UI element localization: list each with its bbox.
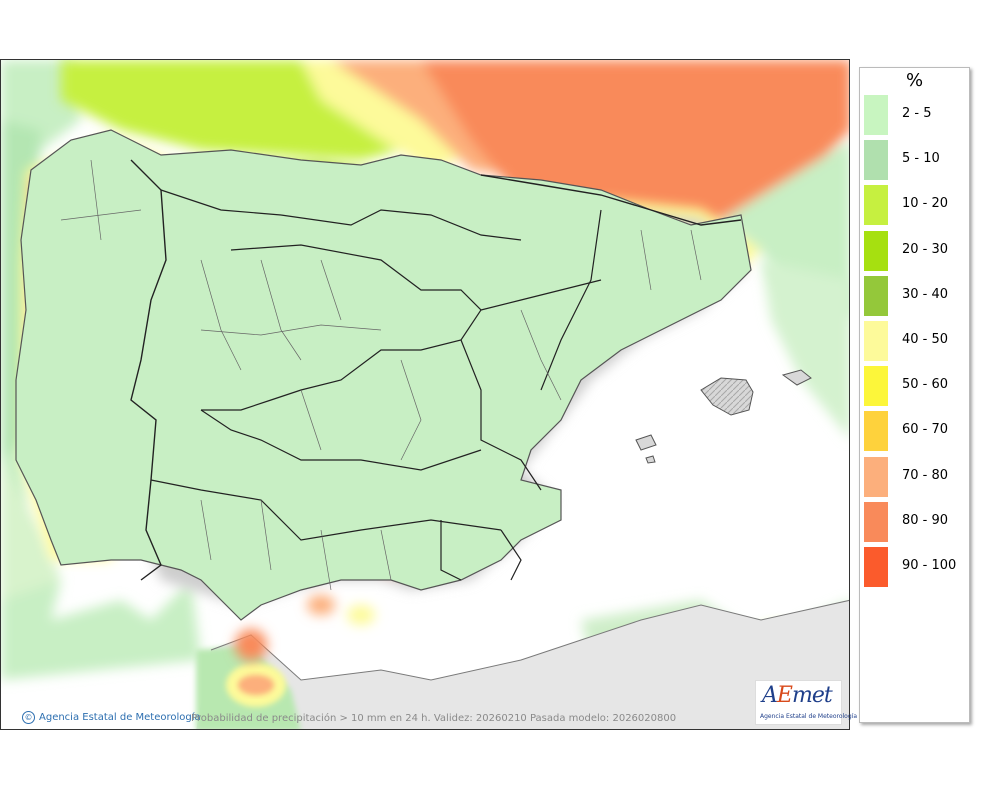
- probability-map: [0, 59, 850, 730]
- legend-item: 5 - 10: [864, 140, 969, 181]
- legend-item: 80 - 90: [864, 501, 969, 542]
- legend-item: 50 - 60: [864, 366, 969, 407]
- legend-panel: % 2 - 5 5 - 10 10 - 20 20 - 30 30 - 40 40 - 5…: [859, 67, 970, 723]
- legend-swatch: [864, 547, 888, 587]
- legend-unit: %: [905, 70, 924, 91]
- legend-swatch: [864, 456, 888, 497]
- legend-label: 90 - 100: [902, 558, 957, 573]
- legend-item: 10 - 20: [864, 185, 969, 226]
- legend-label: 70 - 80: [902, 467, 949, 483]
- legend-item: 90 - 100: [864, 547, 969, 587]
- region-borders: [150, 189, 602, 581]
- credit-text: Agencia Estatal de Meteorología: [39, 712, 201, 723]
- legend-swatch: [864, 140, 888, 181]
- logo-wordmark: AEmet: [762, 683, 833, 708]
- province-borders: [60, 159, 702, 591]
- legend-swatch: [864, 366, 888, 407]
- legend-label: 50 - 60: [902, 377, 949, 393]
- agency-credit: © Agencia Estatal de Meteorología: [22, 711, 201, 724]
- map-canvas: [1, 60, 849, 729]
- north-africa: [196, 599, 849, 729]
- portugal-border: [130, 159, 167, 581]
- balearic-islands: [635, 369, 812, 464]
- legend-label: 60 - 70: [902, 422, 949, 438]
- legend-swatch: [864, 321, 888, 361]
- legend-swatch: [864, 411, 888, 452]
- legend-swatch: [864, 501, 888, 542]
- legend-label: 5 - 10: [902, 151, 940, 167]
- legend-swatch: [864, 230, 888, 271]
- legend-label: 30 - 40: [902, 286, 949, 302]
- legend-item: 2 - 5: [864, 95, 969, 135]
- copyright-icon: ©: [22, 711, 35, 724]
- legend-label: 2 - 5: [902, 106, 932, 121]
- aemet-logo: AEmet Agencia Estatal de Meteorología: [755, 680, 857, 725]
- legend-label: 80 - 90: [902, 512, 949, 528]
- legend-swatch: [864, 185, 888, 226]
- legend-swatch: [864, 275, 888, 316]
- legend-label: 40 - 50: [902, 332, 949, 347]
- legend-item: 30 - 40: [864, 275, 969, 316]
- legend-item: 70 - 80: [864, 456, 969, 497]
- legend-item: 40 - 50: [864, 321, 969, 361]
- legend-label: 20 - 30: [902, 241, 949, 257]
- legend-label: 10 - 20: [902, 196, 949, 212]
- legend-item: 60 - 70: [864, 411, 969, 452]
- legend-swatch: [864, 95, 888, 135]
- map-caption: Probabilidad de precipitación > 10 mm en…: [191, 713, 677, 724]
- legend-item: 20 - 30: [864, 230, 969, 271]
- logo-subtitle: Agencia Estatal de Meteorología: [760, 713, 857, 720]
- france-border: [480, 174, 742, 226]
